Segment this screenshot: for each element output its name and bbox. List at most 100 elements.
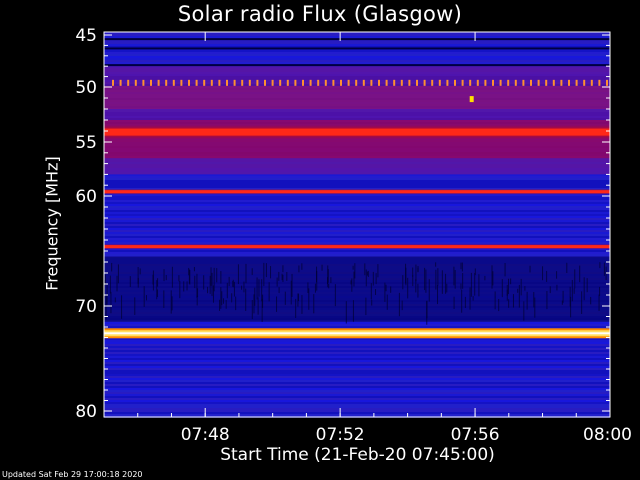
noise-speckle	[546, 291, 548, 310]
noise-speckle	[235, 296, 237, 311]
noise-speckle	[254, 287, 256, 306]
noise-speckle	[470, 272, 472, 297]
noise-speckle	[251, 268, 253, 276]
spectrogram-row	[104, 40, 610, 42]
noise-speckle	[574, 269, 576, 289]
plot-frame	[103, 31, 611, 418]
noise-speckle	[345, 301, 347, 324]
noise-speckle	[253, 294, 255, 314]
noise-speckle	[469, 298, 471, 310]
noise-speckle	[405, 263, 407, 284]
emission-dot	[324, 79, 327, 86]
noise-speckle	[139, 268, 141, 275]
noise-speckle	[441, 270, 443, 294]
noise-speckle	[298, 265, 300, 273]
noise-speckle	[352, 300, 354, 322]
noise-speckle	[561, 300, 563, 305]
noise-speckle	[364, 263, 366, 276]
spectrogram-row	[104, 254, 610, 256]
noise-speckle	[243, 281, 245, 293]
emission-dot	[172, 79, 175, 86]
noise-speckle	[518, 284, 520, 308]
noise-speckle	[425, 269, 427, 293]
emission-dot	[469, 79, 472, 86]
emission-dot	[210, 79, 213, 86]
emission-dot	[530, 79, 532, 86]
noise-speckle	[437, 268, 439, 286]
spectrogram-row	[104, 338, 610, 340]
noise-speckle	[334, 284, 336, 307]
noise-speckle	[170, 290, 172, 314]
emission-dot	[484, 79, 487, 86]
noise-speckle	[301, 263, 303, 270]
noise-speckle	[179, 281, 181, 299]
noise-speckle	[129, 276, 131, 288]
noise-speckle	[366, 271, 368, 276]
noise-speckle	[566, 262, 568, 273]
emission-dot	[150, 79, 152, 86]
spectrogram-row	[104, 176, 610, 178]
noise-speckle	[377, 264, 379, 278]
spectrogram-row	[104, 232, 610, 234]
noise-speckle	[506, 289, 508, 296]
noise-speckle	[546, 270, 548, 282]
spectrogram-row	[104, 204, 610, 206]
noise-speckle	[428, 279, 430, 302]
spectrogram-row	[104, 234, 610, 236]
noise-speckle	[412, 275, 414, 287]
noise-speckle	[134, 297, 136, 315]
noise-speckle	[371, 299, 373, 306]
noise-speckle	[203, 275, 205, 290]
noise-speckle	[268, 282, 270, 302]
noise-speckle	[105, 295, 107, 320]
spectrogram-row	[104, 386, 610, 388]
noise-speckle	[491, 265, 493, 289]
noise-speckle	[435, 262, 437, 267]
noise-speckle	[209, 275, 211, 294]
spectrogram-row	[104, 378, 610, 380]
emission-dot	[180, 79, 183, 86]
emission-dot	[134, 79, 137, 86]
y-tick-label: 60	[75, 187, 97, 207]
emission-dot	[332, 79, 335, 86]
noise-speckle	[327, 269, 329, 283]
spectrogram-row	[104, 394, 610, 396]
emission-dot	[416, 79, 418, 86]
noise-speckle	[165, 275, 167, 281]
noise-speckle	[313, 294, 315, 314]
spectrogram-row	[104, 388, 610, 390]
dark-line	[104, 47, 610, 50]
x-tick-label: 08:00	[583, 425, 632, 445]
noise-speckle	[117, 264, 119, 284]
noise-speckle	[276, 277, 278, 287]
emission-dot	[552, 79, 555, 86]
y-tick-label: 80	[75, 402, 97, 422]
emission-dot	[507, 79, 510, 86]
spectrogram-row	[104, 402, 610, 404]
emission-band-peak	[104, 332, 610, 335]
noise-speckle	[245, 288, 247, 311]
noise-speckle	[265, 263, 267, 278]
dark-line	[104, 38, 610, 41]
noise-speckle	[156, 280, 158, 300]
emission-dot	[355, 79, 358, 86]
spectrogram-row	[104, 358, 610, 360]
noise-speckle	[534, 297, 536, 318]
y-tick-label: 45	[75, 26, 97, 46]
noise-speckle	[282, 265, 284, 273]
noise-speckle	[207, 286, 209, 294]
noise-speckle	[330, 277, 332, 284]
noise-speckle	[517, 288, 519, 293]
x-tick-label: 07:48	[181, 425, 230, 445]
emission-dot	[575, 79, 578, 86]
emission-dot	[362, 79, 365, 86]
noise-speckle	[523, 301, 525, 321]
noise-speckle	[386, 294, 388, 310]
noise-speckle	[152, 274, 154, 285]
noise-speckle	[460, 283, 462, 290]
spectrogram-row	[104, 350, 610, 352]
spectrogram-row	[104, 344, 610, 346]
emission-dot	[127, 79, 130, 86]
noise-speckle	[109, 275, 111, 294]
